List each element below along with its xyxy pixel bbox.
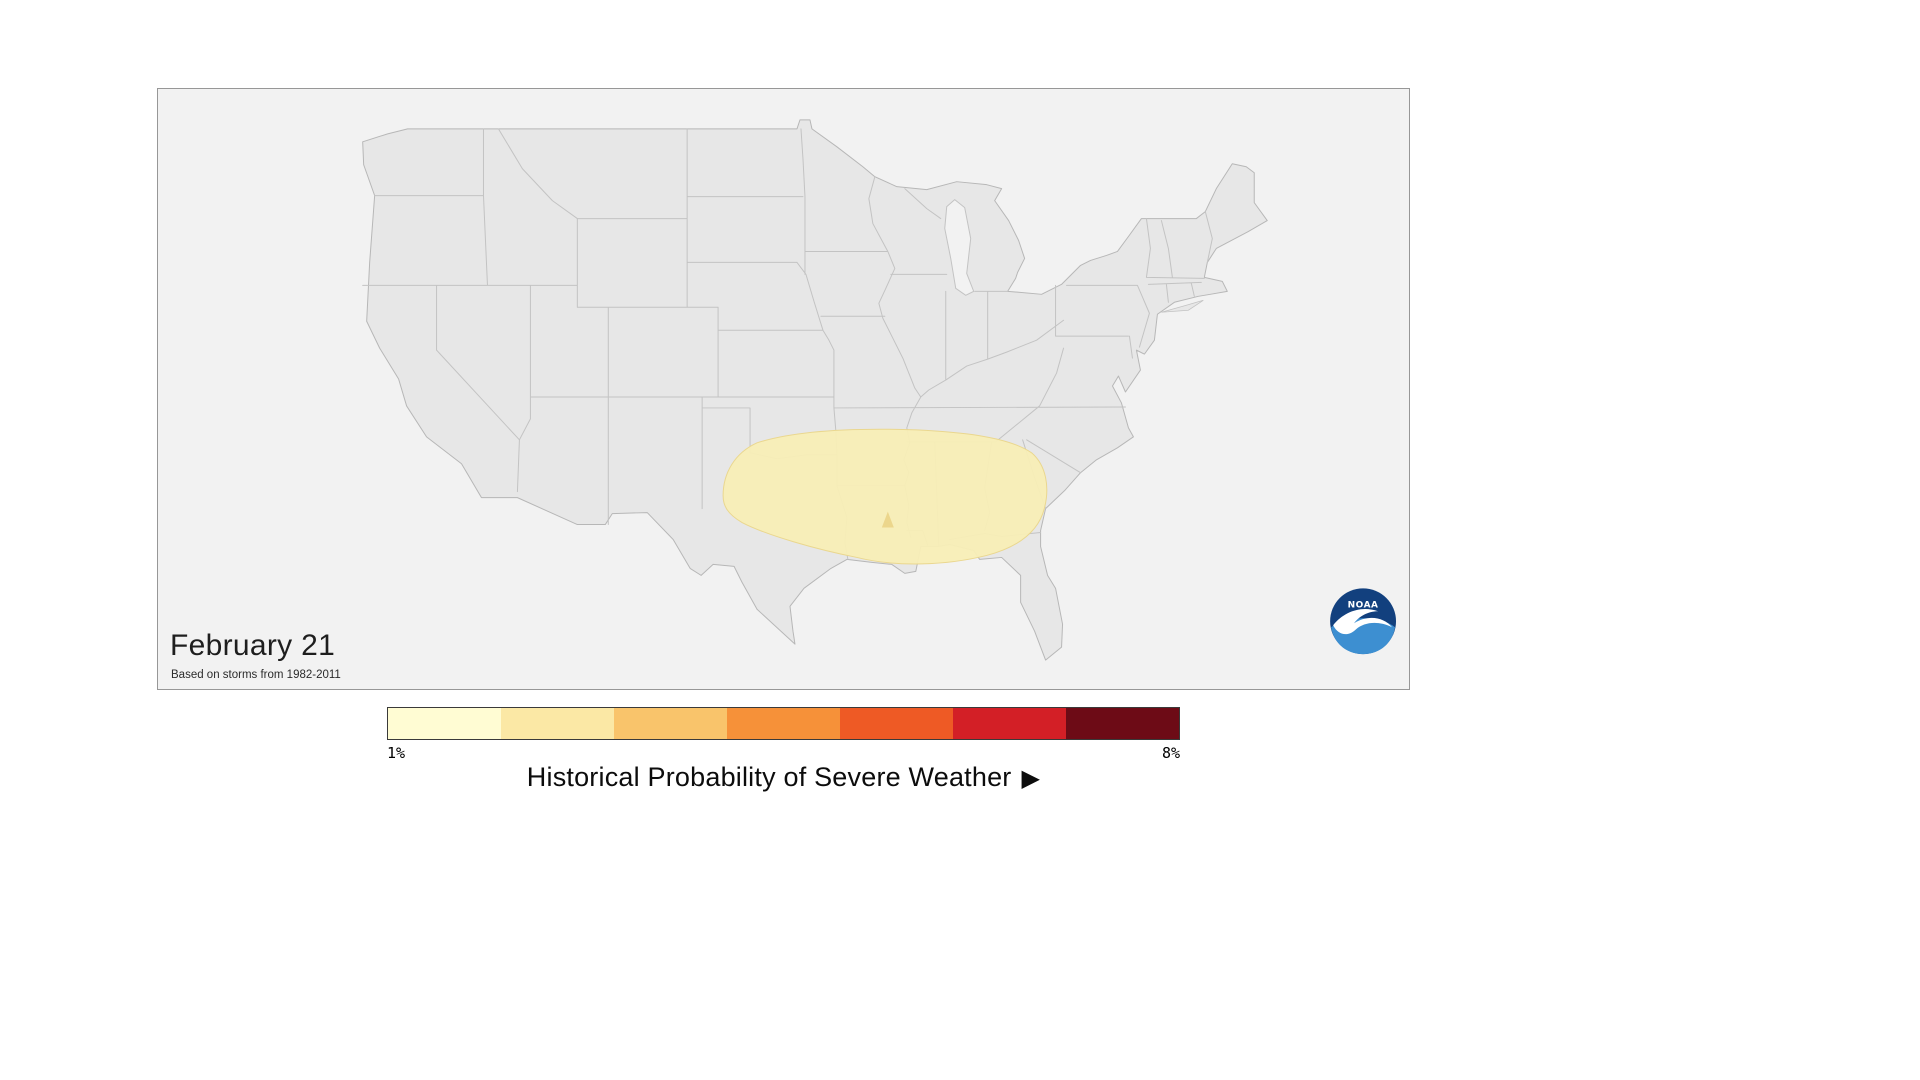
- noaa-logo: NOAA: [1330, 588, 1397, 655]
- date-label: February 21: [170, 629, 336, 662]
- legend-color-segment: [1066, 708, 1179, 739]
- legend-color-segment: [953, 708, 1066, 739]
- lake-michigan: [944, 198, 975, 296]
- legend-min-label: 1%: [387, 744, 406, 762]
- date-subtitle: Based on storms from 1982-2011: [171, 669, 341, 681]
- legend-max-label: 8%: [1161, 744, 1180, 762]
- map-panel: NOAA February 21 Based on storms from 19…: [157, 88, 1410, 690]
- long-island: [1161, 299, 1204, 313]
- legend-color-segment: [388, 708, 501, 739]
- legend-color-segment: [840, 708, 953, 739]
- us-map: NOAA: [362, 119, 1397, 661]
- probability-overlay-accent: [881, 511, 894, 528]
- legend: 1% 8% Historical Probability of Severe W…: [387, 707, 1180, 793]
- legend-title: Historical Probability of Severe Weather…: [387, 762, 1180, 793]
- probability-overlay: [722, 428, 1048, 565]
- legend-color-segment: [501, 708, 614, 739]
- legend-title-text: Historical Probability of Severe Weather: [526, 762, 1012, 792]
- legend-colorbar: [387, 707, 1180, 740]
- legend-color-segment: [727, 708, 840, 739]
- play-arrow-icon[interactable]: ▶: [1021, 765, 1041, 793]
- noaa-gull-icon: [1333, 608, 1393, 635]
- legend-scale-labels: 1% 8%: [387, 744, 1180, 762]
- us-landmass: [362, 119, 1268, 661]
- legend-color-segment: [614, 708, 727, 739]
- noaa-logo-text: NOAA: [1348, 600, 1379, 610]
